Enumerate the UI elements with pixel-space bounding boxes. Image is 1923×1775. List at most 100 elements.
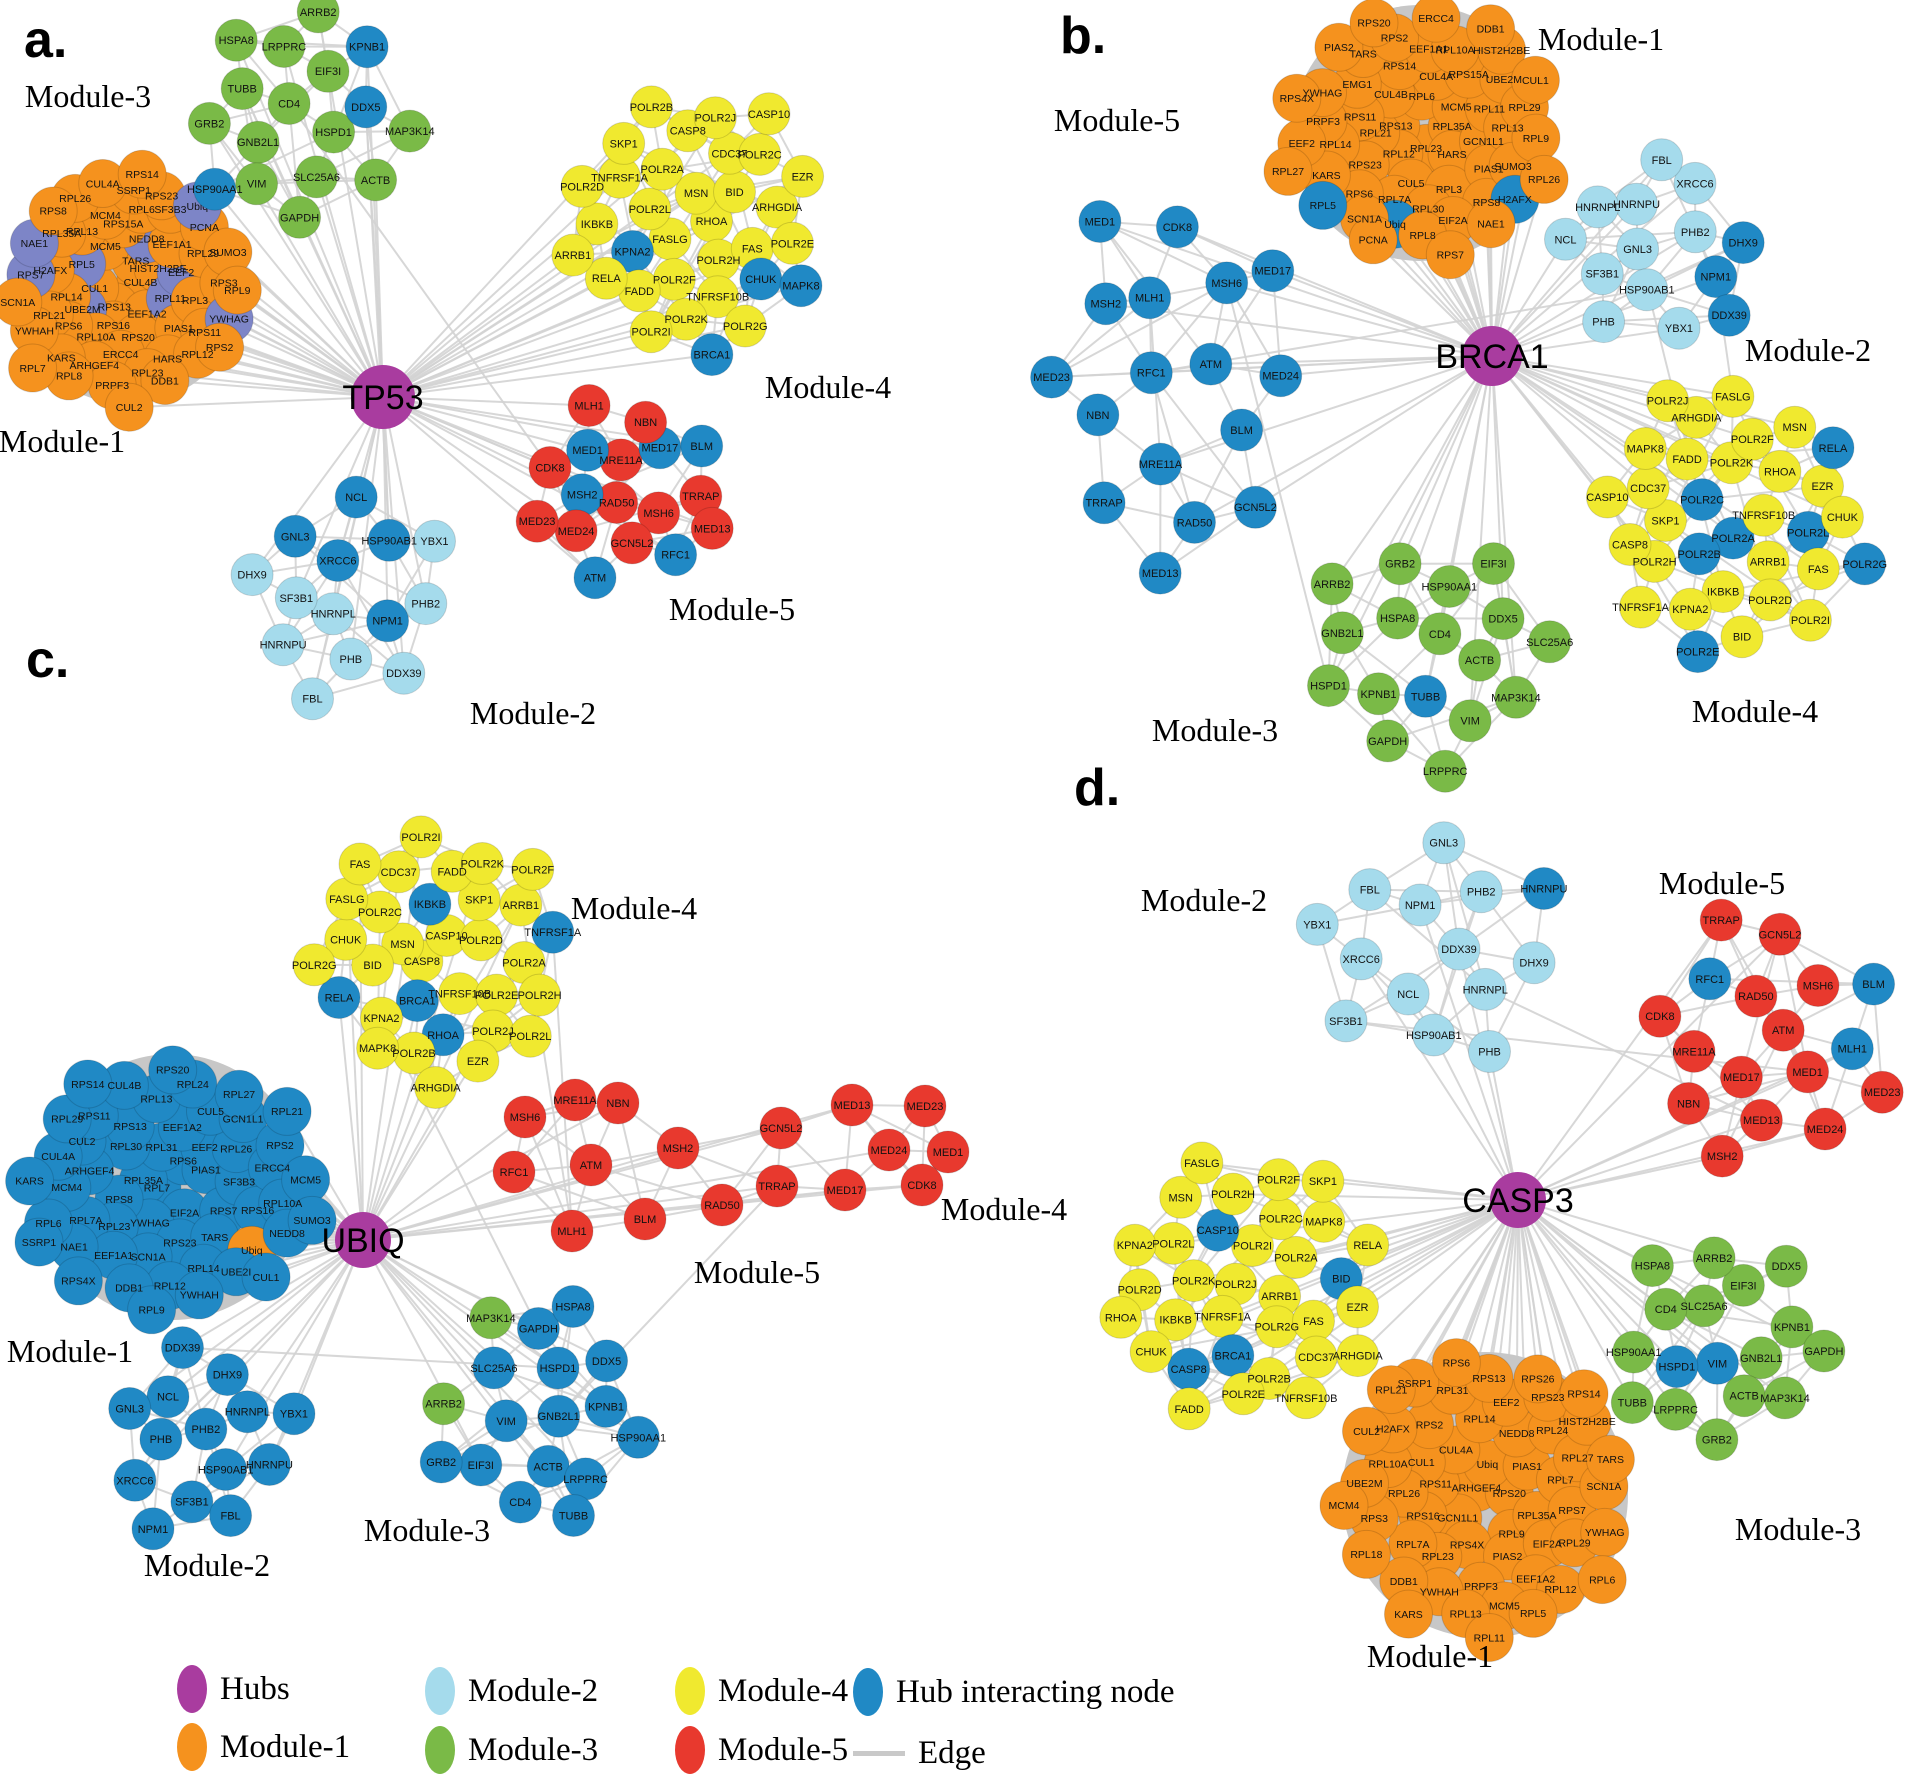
node-BLM (1852, 962, 1896, 1006)
node-label-BRCA1: BRCA1 (1215, 1350, 1252, 1362)
node-NPM1 (1694, 255, 1738, 299)
node-HNRNPU (1522, 867, 1566, 910)
node-label-TNFRSF1A: TNFRSF1A (524, 927, 582, 939)
node-label-POLR2E: POLR2E (475, 990, 518, 1002)
node-label-KPNB1: KPNB1 (588, 1401, 624, 1413)
node-RPS20 (148, 1045, 198, 1095)
node-label-ERCC4: ERCC4 (255, 1162, 291, 1174)
node-label-NAE1: NAE1 (60, 1242, 88, 1254)
node-label-EZR: EZR (792, 171, 814, 183)
node-label-RPL27: RPL27 (1272, 166, 1304, 178)
node-label-PIAS1: PIAS1 (191, 1164, 221, 1176)
node-label-CUL4B: CUL4B (124, 277, 158, 289)
node-label-CUL1: CUL1 (81, 283, 108, 295)
node-label-RPL6: RPL6 (129, 204, 155, 216)
node-label-DHX9: DHX9 (237, 570, 266, 582)
node-label-RPL27: RPL27 (223, 1089, 255, 1101)
node-label-EEF2: EEF2 (192, 1142, 218, 1154)
node-label-POLR2K: POLR2K (1710, 458, 1754, 470)
node-label-NEDD8: NEDD8 (269, 1228, 305, 1240)
node-GNL3 (108, 1387, 152, 1430)
node-label-DDX39: DDX39 (1711, 310, 1746, 322)
node-label-HSP90AB1: HSP90AB1 (1406, 1030, 1462, 1042)
node-MAPK8 (779, 264, 823, 308)
node-HNRNPU (261, 623, 305, 667)
node-BLM (1220, 408, 1264, 452)
node-label-DDB1: DDB1 (1390, 1576, 1418, 1588)
node-RPL9 (127, 1285, 177, 1335)
node-label-MAPK8: MAPK8 (782, 281, 819, 293)
node-TARS (1585, 1434, 1635, 1484)
node-label-EEF1A2: EEF1A2 (127, 308, 166, 320)
node-GCN5L2 (1758, 912, 1802, 956)
node-label-SUMO3: SUMO3 (293, 1215, 331, 1227)
node-label-RPL7: RPL7 (1547, 1475, 1573, 1487)
node-label-ACTB: ACTB (1465, 655, 1494, 667)
node-label-RPS13: RPS13 (1472, 1373, 1505, 1385)
node-label-SF3B1: SF3B1 (1585, 269, 1619, 281)
node-label-CUL1: CUL1 (253, 1272, 280, 1284)
node-label-RPS7: RPS7 (210, 1206, 238, 1218)
module-label-d-module-5: Module-5 (1659, 865, 1785, 901)
node-label-GNB2L1: GNB2L1 (538, 1411, 580, 1423)
node-label-SUMO3: SUMO3 (1494, 161, 1532, 173)
node-label-RAD50: RAD50 (704, 1200, 739, 1212)
node-NCL (1386, 972, 1430, 1016)
node-label-POLR2I: POLR2I (1791, 615, 1830, 627)
node-PHB2 (1459, 870, 1503, 914)
node-RFC1 (1129, 351, 1173, 395)
node-label-SSRP1: SSRP1 (1398, 1378, 1433, 1390)
node-label-MED24: MED24 (558, 526, 595, 538)
node-MSH2 (1084, 282, 1128, 326)
node-PHB (1582, 300, 1626, 344)
panel-c-module-2: PHB2 HSP90AB1 PHB HNRNPL SF3B1 NCL HNRNPU XRCC6… (108, 1326, 316, 1583)
node-label-DHX9: DHX9 (1729, 238, 1758, 250)
node-TRRAP (755, 1164, 799, 1208)
legend-label-module1: Module-1 (220, 1728, 351, 1765)
node-label-POLR2D: POLR2D (1118, 1285, 1162, 1297)
node-label-POLR2B: POLR2B (392, 1048, 435, 1060)
module-label-b-module-3: Module-3 (1152, 712, 1278, 748)
node-HNRNPL (1463, 967, 1507, 1011)
node-label-RHOA: RHOA (1764, 466, 1796, 478)
module4-swatch (675, 1667, 705, 1715)
module-label-d-module-3: Module-3 (1735, 1511, 1861, 1547)
node-label-PCNA: PCNA (1359, 235, 1388, 247)
node-TUBB (1404, 674, 1447, 718)
node-label-RPS8: RPS8 (39, 206, 67, 218)
panel-b-module-2: GNL3 PHB2 HSP90AB1 HNRNPU NPM1 SF3B1 XRCC6 YBX1… (1544, 138, 1871, 368)
node-label-UBE2M: UBE2M (65, 304, 101, 316)
node-RPL26 (1519, 154, 1569, 204)
node-label-TRRAP: TRRAP (1703, 915, 1740, 927)
node-label-CASP10: CASP10 (1197, 1225, 1239, 1237)
node-label-RPS23: RPS23 (163, 1238, 196, 1250)
node-label-RFC1: RFC1 (1695, 974, 1724, 986)
node-YBX1 (1295, 902, 1339, 946)
node-POLR2D (560, 164, 604, 208)
node-SSRP1 (14, 1217, 64, 1267)
node-RHOA (1758, 449, 1802, 493)
node-GAPDH (278, 195, 322, 239)
node-GNB2L1 (1739, 1336, 1783, 1380)
node-label-POLR2K: POLR2K (461, 858, 505, 870)
node-CASP10 (1196, 1208, 1240, 1252)
node-BRCA1 (395, 979, 439, 1023)
node-label-POLR2C: POLR2C (1259, 1214, 1303, 1226)
module-label-c-module-1: Module-1 (7, 1333, 133, 1369)
node-POLR2I (1788, 598, 1832, 642)
node-CASP8 (1608, 523, 1652, 566)
node-HSPA8 (1376, 596, 1420, 640)
node-label-GRB2: GRB2 (1702, 1435, 1732, 1447)
node-HSP90AA1 (616, 1415, 660, 1459)
node-CUL1 (1510, 55, 1560, 105)
node-label-SF3B3: SF3B3 (154, 204, 186, 216)
node-RPS26 (1513, 1354, 1563, 1404)
node-label-VIM: VIM (247, 179, 267, 191)
node-label-SKP1: SKP1 (1651, 515, 1679, 527)
node-RPS8 (28, 186, 78, 236)
node-label-SCN1A: SCN1A (1347, 214, 1382, 226)
panel-d-module-3: VIM SLC25A6 GNB2L1 HSPD1 EIF3I ACTB CD4 KPNB1 LR… (1606, 1236, 1861, 1547)
node-label-RPS16: RPS16 (97, 320, 130, 332)
node-label-MED23: MED23 (907, 1101, 944, 1113)
node-LRPPRC (262, 25, 306, 68)
